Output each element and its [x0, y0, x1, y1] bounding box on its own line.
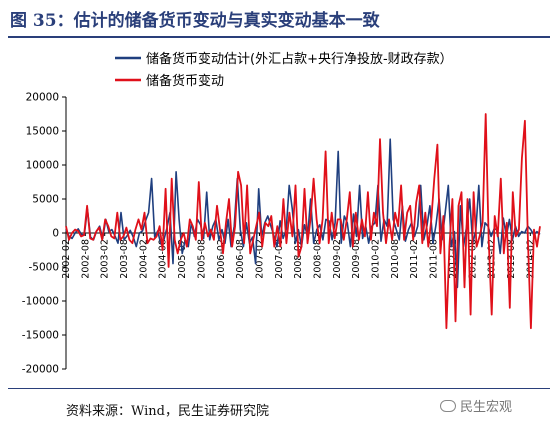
series-layer [65, 113, 541, 330]
x-tick-label: 2011-02 [409, 239, 420, 279]
x-tick-label: 2010-02 [371, 239, 382, 279]
x-tick-label: 2004-08 [158, 239, 169, 279]
x-tick-label: 2002-02 [61, 239, 72, 279]
wechat-icon [440, 400, 456, 412]
series-line-actual [65, 113, 541, 330]
watermark: 民生宏观 [440, 396, 512, 415]
x-tick-label: 2014-02 [525, 239, 536, 279]
legend-label-actual: 储备货币变动 [146, 73, 224, 89]
title-divider [8, 36, 550, 38]
watermark-text: 民生宏观 [460, 400, 513, 415]
x-tick-label: 2009-02 [332, 239, 343, 279]
y-tick-label: -10000 [22, 296, 59, 308]
x-tick-label: 2008-02 [293, 239, 304, 279]
y-tick-label: -5000 [28, 262, 59, 274]
x-tick-label: 2003-02 [100, 239, 111, 279]
x-tick-label: 2013-02 [487, 239, 498, 279]
x-tick-label: 2007-08 [274, 239, 285, 279]
x-tick-label: 2005-08 [196, 239, 207, 279]
y-tick-label: -20000 [22, 364, 59, 376]
y-tick-label: 20000 [26, 92, 59, 104]
source-note: 资料来源：Wind，民生证券研究院 [66, 404, 269, 419]
x-tick-label: 2007-02 [254, 239, 265, 279]
y-tick-label: 0 [52, 228, 59, 240]
x-tick-label: 2003-08 [119, 239, 130, 279]
x-tick-label: 2010-08 [390, 239, 401, 279]
x-tick-label: 2002-08 [80, 239, 91, 279]
x-tick-label: 2008-08 [313, 239, 324, 279]
page-title: 图 35：估计的储备货币变动与真实变动基本一致 [10, 11, 380, 31]
x-tick-label: 2009-08 [351, 239, 362, 279]
y-axis: -20000 -15000 -10000 -5000 0 5000 10000 15000 20… [22, 92, 67, 376]
x-tick-label: 2006-08 [235, 239, 246, 279]
x-tick-label: 2005-02 [177, 239, 188, 279]
x-tick-label: 2011-08 [429, 239, 440, 279]
x-tick-label: 2004-02 [138, 239, 149, 279]
legend: 储备货币变动估计(外汇占款+央行净投放-财政存款） 储备货币变动 [115, 51, 453, 89]
footer-divider [8, 388, 550, 389]
y-tick-label: 10000 [26, 160, 59, 172]
legend-label-estimate: 储备货币变动估计(外汇占款+央行净投放-财政存款） [146, 51, 453, 67]
y-tick-label: -15000 [22, 330, 59, 342]
y-tick-label: 15000 [26, 126, 59, 138]
y-tick-label: 5000 [32, 194, 59, 206]
x-tick-label: 2006-02 [216, 239, 227, 279]
